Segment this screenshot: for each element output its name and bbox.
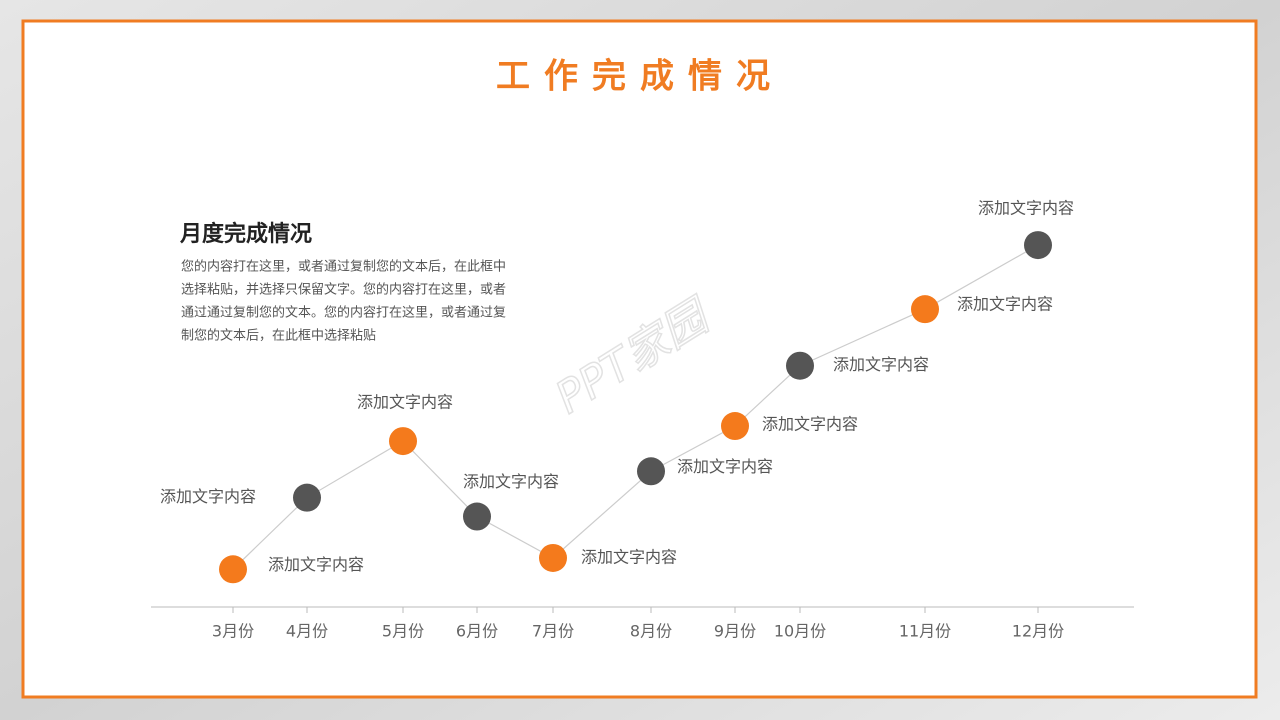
- point-label: 添加文字内容: [978, 199, 1074, 218]
- point: [389, 427, 417, 456]
- text-box-title: 月度完成情况: [179, 221, 312, 247]
- point-label: 添加文字内容: [160, 487, 256, 506]
- point-label: 添加文字内容: [268, 555, 364, 574]
- x-tick-label: 7月份: [532, 622, 574, 641]
- point: [786, 351, 814, 380]
- point-label: 添加文字内容: [357, 393, 453, 412]
- point: [911, 295, 939, 324]
- x-tick-label: 4月份: [286, 622, 328, 641]
- x-tick-label: 8月份: [630, 622, 672, 641]
- point-label: 添加文字内容: [833, 355, 929, 374]
- point: [1024, 231, 1052, 260]
- point-label: 添加文字内容: [677, 457, 773, 476]
- point-label: 添加文字内容: [581, 547, 677, 566]
- x-tick-label: 9月份: [714, 622, 756, 641]
- point: [721, 412, 749, 441]
- line: [232, 244, 1039, 570]
- text-box-line: 通过通过复制您的文本。您的内容打在这里，或者通过复: [181, 305, 506, 321]
- text-box-line: 选择粘贴，并选择只保留文字。您的内容打在这里，或者: [181, 282, 506, 298]
- x-tick-label: 11月份: [899, 622, 951, 641]
- x-tick-label: 10月份: [774, 622, 826, 641]
- text-box-line: 您的内容打在这里，或者通过复制您的文本后，在此框中: [181, 259, 506, 275]
- x-tick-label: 5月份: [382, 622, 424, 641]
- point: [637, 457, 665, 486]
- x-tick-label: 6月份: [456, 622, 498, 641]
- page-title: 工作完成情况: [496, 57, 784, 97]
- panel: [21, 19, 1258, 699]
- point-label: 添加文字内容: [957, 295, 1053, 314]
- point: [539, 543, 567, 572]
- x-tick-label: 3月份: [212, 622, 254, 641]
- point-label: 添加文字内容: [762, 415, 858, 434]
- point: [293, 483, 321, 512]
- x-tick-label: 12月份: [1012, 622, 1064, 641]
- point-label: 添加文字内容: [463, 472, 559, 491]
- text-box-line: 制您的文本后，在此框中选择粘贴: [181, 328, 376, 344]
- point: [219, 555, 247, 584]
- point: [463, 502, 491, 531]
